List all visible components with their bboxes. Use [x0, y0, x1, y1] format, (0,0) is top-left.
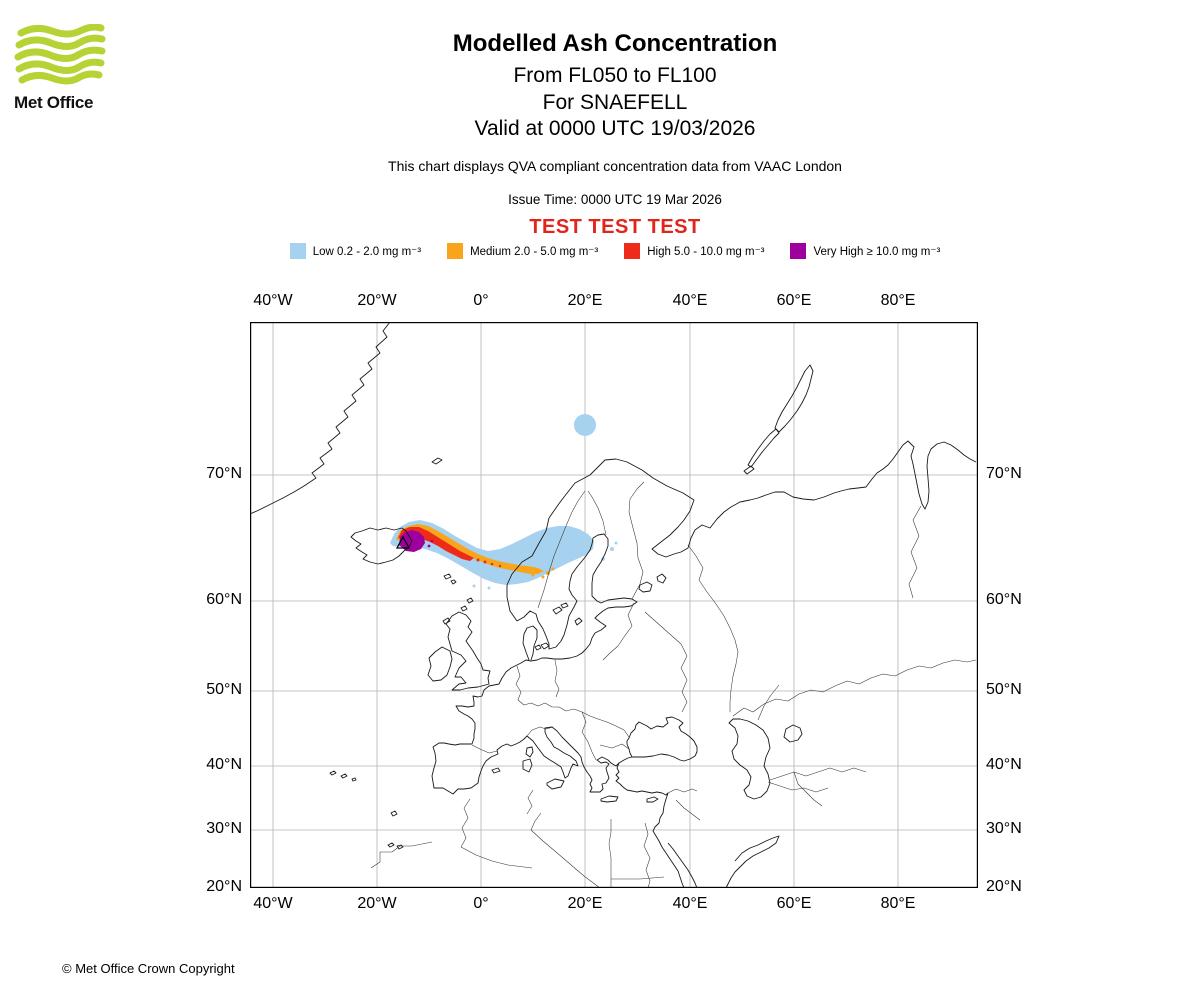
lon-tick-bottom-0: 40°W — [253, 895, 293, 912]
lon-tick-top-0: 40°W — [253, 292, 293, 309]
subtitle-volcano: For SNAEFELL — [542, 91, 688, 114]
lat-tick-right-0: 70°N — [986, 465, 1022, 482]
page-title: Modelled Ash Concentration — [452, 30, 778, 57]
ash-map — [249, 321, 978, 889]
very-high-swatch-icon — [790, 243, 807, 259]
high-swatch — [624, 243, 641, 259]
copyright-notice: © Met Office Crown Copyright — [62, 961, 235, 976]
lon-tick-bottom-6: 80°E — [880, 895, 916, 912]
map-frame — [250, 322, 978, 888]
legend-label-high: High 5.0 - 10.0 mg m⁻³ — [647, 246, 765, 258]
legend-item-high: High 5.0 - 10.0 mg m⁻³ — [624, 243, 764, 259]
met-office-logo-text: Met Office — [14, 93, 94, 112]
lat-tick-right-2: 50°N — [986, 681, 1022, 698]
high-swatch-icon — [624, 243, 641, 259]
legend-label-medium: Medium 2.0 - 5.0 mg m⁻³ — [470, 246, 599, 258]
medium-swatch-icon — [447, 243, 464, 259]
legend-item-very-high: Very High ≥ 10.0 mg m⁻³ — [790, 243, 940, 259]
lon-tick-top-5: 60°E — [776, 292, 812, 309]
legend: Low 0.2 - 2.0 mg m⁻³ Medium 2.0 - 5.0 mg… — [30, 243, 1200, 259]
lat-tick-left-3: 40°N — [206, 756, 242, 773]
low-swatch — [289, 243, 306, 259]
lat-tick-right-4: 30°N — [986, 820, 1022, 837]
legend-label-very-high: Very High ≥ 10.0 mg m⁻³ — [813, 246, 941, 258]
issue-time: Issue Time: 0000 UTC 19 Mar 2026 — [508, 192, 722, 207]
met-office-waves-icon — [14, 23, 106, 85]
lat-tick-left-5: 20°N — [206, 878, 242, 895]
legend-label-low: Low 0.2 - 2.0 mg m⁻³ — [312, 246, 422, 258]
legend-item-medium: Medium 2.0 - 5.0 mg m⁻³ — [447, 243, 598, 259]
volcano-marker — [395, 535, 411, 549]
medium-swatch — [447, 243, 464, 259]
lat-tick-left-4: 30°N — [206, 820, 242, 837]
lat-tick-right-1: 60°N — [986, 591, 1022, 608]
met-office-logo: Met Office — [14, 23, 134, 113]
lat-tick-right-5: 20°N — [986, 878, 1022, 895]
graticule-grid — [250, 322, 978, 888]
legend-item-low: Low 0.2 - 2.0 mg m⁻³ — [289, 243, 422, 259]
lat-tick-left-2: 50°N — [206, 681, 242, 698]
subtitle-flight-levels: From FL050 to FL100 — [513, 64, 717, 87]
lon-tick-top-1: 20°W — [357, 292, 397, 309]
lon-tick-top-2: 0° — [473, 292, 489, 309]
low-swatch-icon — [289, 243, 306, 259]
lon-tick-bottom-2: 0° — [473, 895, 489, 912]
lon-tick-bottom-5: 60°E — [776, 895, 812, 912]
lon-tick-top-6: 80°E — [880, 292, 916, 309]
coastlines — [249, 321, 977, 889]
lat-tick-right-3: 40°N — [986, 756, 1022, 773]
country-borders — [370, 481, 977, 889]
lon-tick-bottom-3: 20°E — [567, 895, 603, 912]
map-panel — [249, 321, 978, 889]
lat-tick-left-1: 60°N — [206, 591, 242, 608]
lon-tick-bottom-1: 20°W — [357, 895, 397, 912]
test-banner: TEST TEST TEST — [529, 216, 701, 238]
chart-description: This chart displays QVA compliant concen… — [388, 158, 842, 174]
lat-tick-left-0: 70°N — [206, 465, 242, 482]
lon-tick-top-3: 20°E — [567, 292, 603, 309]
subtitle-valid-time: Valid at 0000 UTC 19/03/2026 — [474, 117, 756, 140]
lon-tick-top-4: 40°E — [672, 292, 708, 309]
very-high-swatch — [790, 243, 807, 259]
lon-tick-bottom-4: 40°E — [672, 895, 708, 912]
